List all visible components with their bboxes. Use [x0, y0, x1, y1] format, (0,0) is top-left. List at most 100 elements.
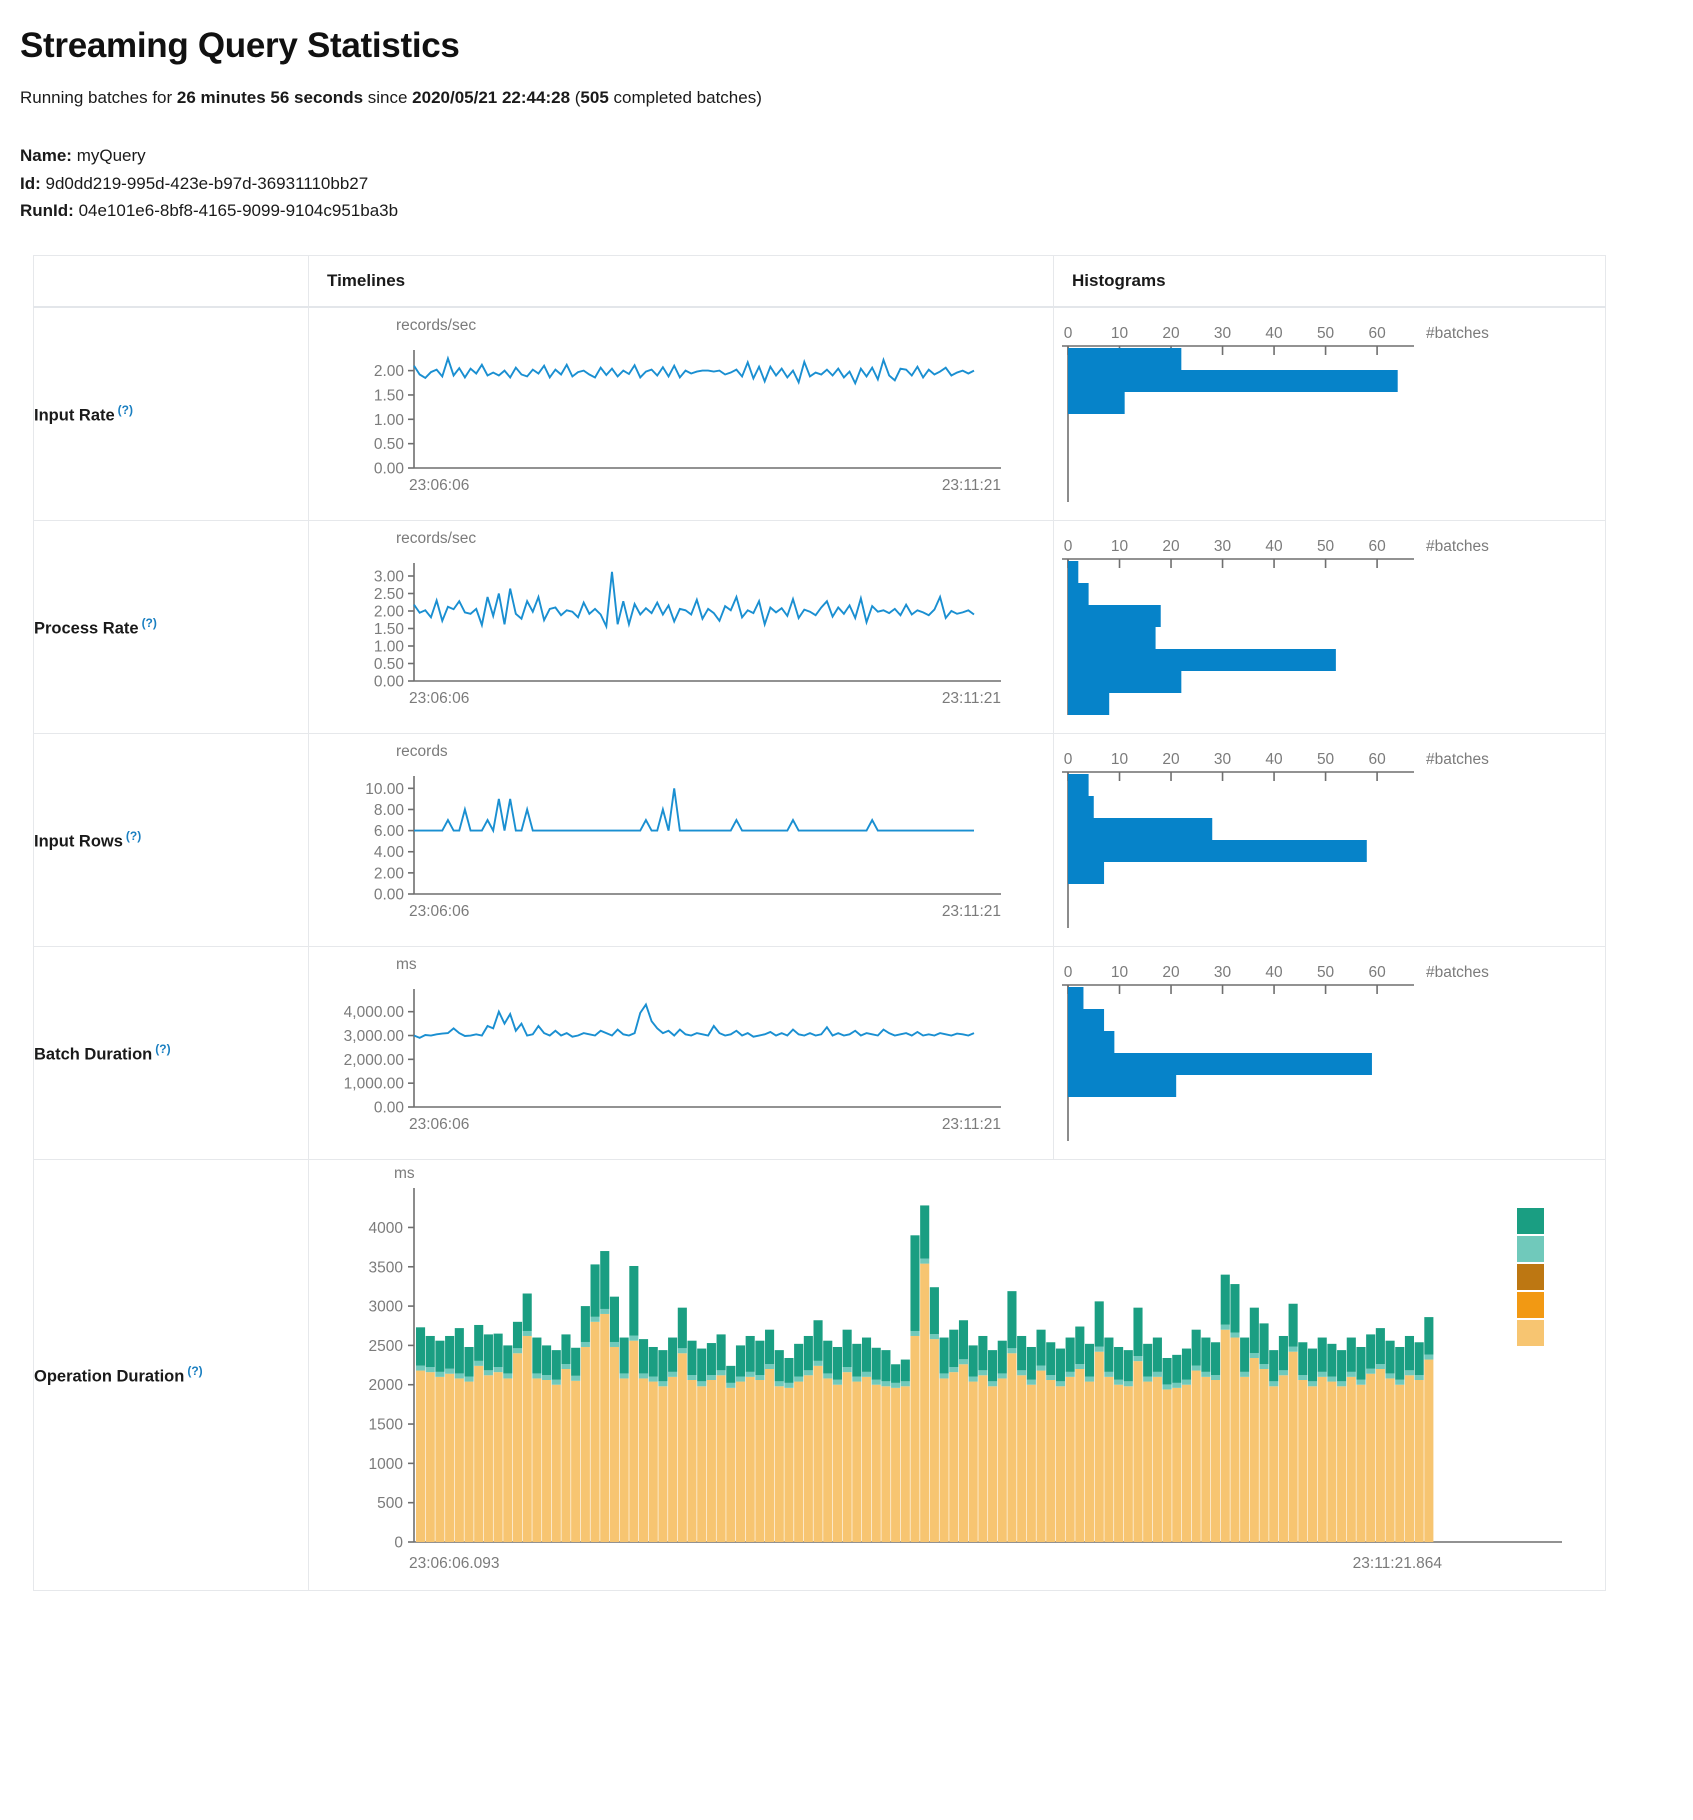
svg-text:2.50: 2.50	[374, 586, 405, 603]
stacked-bar-segment	[474, 1365, 484, 1543]
help-icon[interactable]: (?)	[187, 1363, 203, 1378]
stacked-bar-segment	[910, 1336, 920, 1543]
stacked-bar-segment	[755, 1340, 765, 1376]
stacked-bar-segment	[784, 1382, 794, 1388]
stacked-bar-segment	[988, 1386, 998, 1543]
stacked-bar-segment	[542, 1375, 552, 1381]
histogram-bar	[1068, 1009, 1105, 1032]
stacked-bar-segment	[512, 1348, 523, 1354]
help-icon[interactable]: (?)	[117, 402, 133, 417]
histogram-chart-process-rate[interactable]: 0 10 20 30 40 50 60 #batches	[1054, 521, 1605, 733]
histogram-cell-batch-duration: 0 10 20 30 40 50 60 #batches	[1053, 946, 1606, 1161]
stacked-bar-segment	[1007, 1291, 1017, 1349]
stacked-bar-segment	[706, 1375, 716, 1381]
svg-text:10.00: 10.00	[365, 781, 404, 798]
svg-text:20: 20	[1162, 751, 1180, 768]
timeline-chart-batch-duration[interactable]: ms 0.00 1,000.00 2,000.00 3,000.00 4,000.00 23…	[309, 947, 1053, 1159]
stacked-bar-segment	[445, 1336, 455, 1369]
header-blank	[33, 254, 309, 309]
stacked-bar-segment	[706, 1343, 716, 1376]
svg-text:40: 40	[1265, 325, 1283, 342]
stacked-bar-segment	[832, 1347, 842, 1380]
stacked-bar-segment	[609, 1296, 619, 1343]
stacked-bar-segment	[1259, 1369, 1269, 1543]
stacked-bar-segment	[512, 1353, 523, 1543]
summary-tail: completed batches)	[608, 88, 762, 107]
stacked-bar-segment	[609, 1342, 619, 1348]
stacked-bar-segment	[1172, 1354, 1182, 1383]
timeline-chart-process-rate[interactable]: records/sec 0.00 0.50 1.00 1.50 2.00 2.50 3.00 2…	[309, 521, 1053, 733]
histogram-bar	[1068, 671, 1182, 694]
stacked-bar-segment	[571, 1375, 581, 1381]
svg-text:ms: ms	[396, 956, 417, 973]
svg-text:0: 0	[1064, 538, 1073, 555]
stacked-bar-segment	[794, 1376, 804, 1382]
svg-text:4.00: 4.00	[374, 844, 405, 861]
svg-text:30: 30	[1214, 964, 1232, 981]
stacked-bar-segment	[861, 1337, 872, 1372]
stacked-bar-segment	[920, 1258, 930, 1264]
stacked-bar-segment	[677, 1353, 687, 1543]
stacked-bar-segment	[1191, 1365, 1201, 1371]
help-icon[interactable]: (?)	[155, 1041, 171, 1056]
page-root: Streaming Query Statistics Running batch…	[20, 26, 1673, 1592]
legend-swatch	[1517, 1292, 1544, 1319]
timeline-chart-input-rate[interactable]: records/sec 0.00 0.50 1.00 1.50 2.00 23:06:06 2…	[309, 308, 1053, 520]
stacked-bar-segment	[1017, 1370, 1027, 1376]
stacked-bar-segment	[852, 1343, 862, 1377]
svg-text:60: 60	[1368, 325, 1386, 342]
help-icon[interactable]: (?)	[125, 828, 142, 843]
histogram-chart-batch-duration[interactable]: 0 10 20 30 40 50 60 #batches	[1054, 947, 1605, 1159]
stacked-bar-segment	[1191, 1329, 1201, 1366]
stacked-bar-segment	[1385, 1340, 1395, 1374]
header-histograms: Histograms	[1053, 254, 1606, 309]
stacked-bar-segment	[1143, 1381, 1153, 1543]
svg-text:10: 10	[1111, 964, 1129, 981]
stacked-bar-segment	[1298, 1380, 1308, 1543]
stacked-bar-segment	[474, 1325, 484, 1361]
stacked-bar-segment	[1356, 1379, 1366, 1385]
stacked-bar-segment	[910, 1331, 920, 1337]
stacked-bar-segment	[619, 1373, 629, 1379]
histogram-bar	[1068, 1075, 1177, 1098]
stacked-bar-segment	[1211, 1380, 1221, 1543]
stacked-bar-segment	[726, 1365, 736, 1383]
timeline-chart-input-rows[interactable]: records 0.00 2.00 4.00 6.00 8.00 10.00 23:06:06…	[309, 734, 1053, 946]
stacked-bar-segment	[580, 1306, 590, 1343]
operation-duration-chart[interactable]: ms 0 500 1000 1500 2000 2500 3000 3500 4000 23:06:…	[309, 1160, 1605, 1590]
stacked-bar-segment	[1288, 1303, 1298, 1347]
stacked-bar-segment	[716, 1370, 726, 1376]
stacked-bar-segment	[1055, 1381, 1065, 1387]
stacked-bar-segment	[929, 1339, 939, 1543]
stacked-bar-segment	[464, 1347, 474, 1377]
svg-text:records: records	[396, 743, 448, 760]
stacked-bar-segment	[755, 1380, 765, 1543]
svg-text:1.00: 1.00	[374, 412, 405, 429]
meta-id-row: Id: 9d0dd219-995d-423e-b97d-36931110bb27	[20, 170, 1673, 198]
help-icon[interactable]: (?)	[141, 615, 157, 630]
histogram-chart-input-rate[interactable]: 0 10 20 30 40 50 60 #batches	[1054, 308, 1605, 520]
stacked-bar-segment	[745, 1336, 755, 1372]
operation-duration-svg: ms 0 500 1000 1500 2000 2500 3000 3500 4000 23:06:…	[369, 1165, 1562, 1572]
stacked-bar-segment	[794, 1381, 804, 1543]
stacked-bar-segment	[629, 1266, 639, 1336]
stacked-bar-segment	[1172, 1387, 1182, 1543]
histogram-bar	[1068, 627, 1156, 650]
stacked-bar-segment	[1181, 1379, 1192, 1385]
meta-id-value: 9d0dd219-995d-423e-b97d-36931110bb27	[45, 173, 369, 193]
stacked-bar-segment	[939, 1337, 949, 1374]
stacked-bar-segment	[687, 1380, 697, 1543]
stacked-bar-segment	[1375, 1364, 1385, 1370]
stacked-bar-segment	[1123, 1350, 1133, 1382]
stacked-bar-segment	[852, 1381, 862, 1543]
svg-text:23:11:21.864: 23:11:21.864	[1353, 1555, 1443, 1572]
stacked-bar-segment	[445, 1373, 455, 1543]
stacked-bar-segment	[1065, 1371, 1075, 1377]
stacked-bar-segment	[648, 1347, 658, 1377]
stacked-bar-segment	[1084, 1343, 1095, 1377]
svg-text:23:11:21: 23:11:21	[942, 690, 1001, 707]
stacked-bar-segment	[968, 1376, 978, 1382]
stacked-bar-segment	[842, 1372, 852, 1543]
histogram-chart-input-rows[interactable]: 0 10 20 30 40 50 60 #batches	[1054, 734, 1605, 946]
stacked-bar-segment	[697, 1386, 707, 1543]
